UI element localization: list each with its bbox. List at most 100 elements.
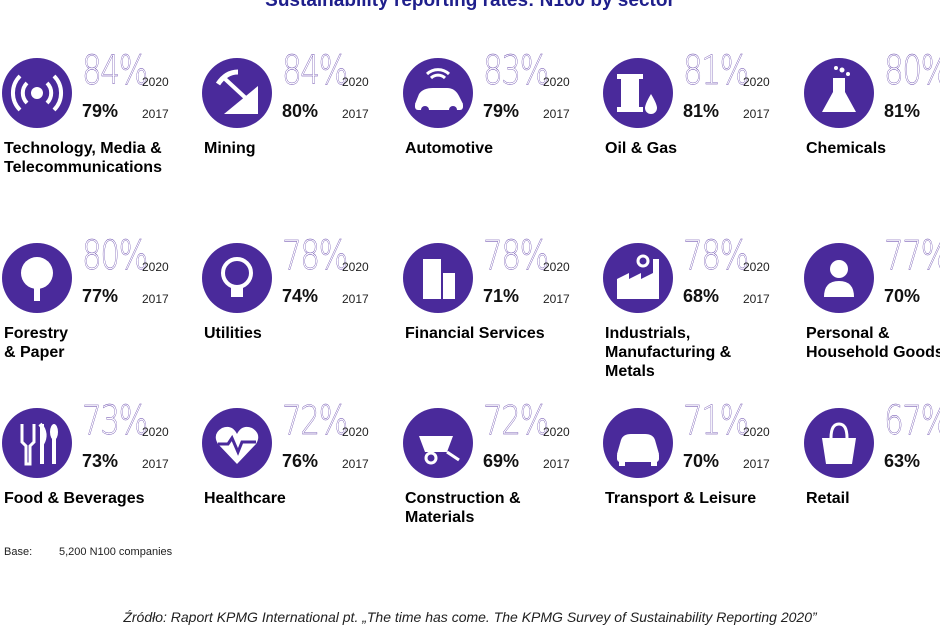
pct-2017: 79% — [82, 101, 119, 121]
pct-2020: 78% — [483, 233, 550, 279]
sector-tile: 73% 2020 73% 2017 Food & Beverages — [2, 401, 182, 558]
sector-icon-circle — [202, 408, 272, 478]
pct-2020: 77% — [884, 233, 940, 279]
pct-2020: 80% — [82, 233, 149, 279]
pct-2020: 81% — [683, 48, 750, 94]
sector-label: Utilities — [204, 325, 262, 342]
year-2017-label: 2017 — [142, 107, 169, 121]
sector-icon-circle — [804, 58, 874, 128]
sector-label: Industrials, Manufacturing & Metals — [605, 325, 732, 380]
sector-label: Technology, Media & Telecommunications — [4, 140, 162, 176]
pct-2017: 81% — [683, 101, 720, 121]
year-2020-label: 2020 — [142, 425, 169, 439]
year-2020-label: 2020 — [342, 75, 369, 89]
pickaxe-icon — [215, 69, 258, 114]
sector-label: Oil & Gas — [605, 140, 678, 157]
sector-label: Chemicals — [806, 140, 887, 157]
sector-tile: 77% 2020 70% 2017 Personal & Household G… — [804, 236, 940, 393]
pct-2017: 71% — [483, 286, 520, 306]
pct-2017: 76% — [282, 451, 319, 471]
factory-icon — [617, 254, 659, 299]
sector-tile: 83% 2020 79% 2017 Automotive — [403, 51, 583, 208]
sector-tile: 81% 2020 81% 2017 Oil & Gas — [603, 51, 783, 208]
pct-2017: 73% — [82, 451, 119, 471]
cutlery-icon — [20, 422, 58, 466]
sector-icon-circle — [804, 408, 874, 478]
pct-2017: 74% — [282, 286, 319, 306]
year-2017-label: 2017 — [342, 292, 369, 306]
shopping-bag-icon — [822, 422, 856, 464]
year-2020-label: 2020 — [543, 260, 570, 274]
year-2017-label: 2017 — [543, 107, 570, 121]
pct-2017: 70% — [683, 451, 720, 471]
tree-icon — [21, 257, 53, 301]
pct-2017: 68% — [683, 286, 720, 306]
lightbulb-icon — [221, 257, 253, 297]
wheelbarrow-icon — [419, 436, 460, 465]
pct-2020: 78% — [282, 233, 349, 279]
year-2020-label: 2020 — [743, 260, 770, 274]
year-2020-label: 2020 — [743, 75, 770, 89]
year-2020-label: 2020 — [342, 260, 369, 274]
year-2020-label: 2020 — [543, 425, 570, 439]
pct-2020: 80% — [884, 48, 940, 94]
pct-2020: 83% — [483, 48, 550, 94]
sector-label: Food & Beverages — [4, 490, 145, 507]
pct-2017: 63% — [884, 451, 921, 471]
pct-2017: 79% — [483, 101, 520, 121]
sector-label: Personal & Household Goods — [806, 325, 940, 361]
year-2020-label: 2020 — [743, 425, 770, 439]
sector-label: Forestry & Paper — [4, 325, 69, 361]
year-2017-label: 2017 — [142, 292, 169, 306]
sector-icon-circle — [603, 243, 673, 313]
pct-2020: 78% — [683, 233, 750, 279]
year-2017-label: 2017 — [342, 107, 369, 121]
flask-icon — [822, 66, 856, 112]
sector-icon-circle — [2, 408, 72, 478]
sector-tile: 84% 2020 80% 2017 Mining — [202, 51, 382, 208]
pct-2020: 71% — [683, 398, 750, 444]
car-icon — [617, 434, 659, 466]
pct-2017: 81% — [884, 101, 921, 121]
year-2017-label: 2017 — [743, 107, 770, 121]
pct-2017: 70% — [884, 286, 921, 306]
pct-2017: 80% — [282, 101, 319, 121]
pct-2020: 73% — [82, 398, 149, 444]
sector-icon-circle — [403, 408, 473, 478]
sector-icon-circle — [202, 58, 272, 128]
sector-label: Retail — [806, 490, 850, 507]
base-text: 5,200 N100 companies — [59, 546, 173, 558]
sector-tile: 72% 2020 69% 2017 Construction & Materia… — [403, 401, 583, 558]
pct-2020: 84% — [82, 48, 149, 94]
radio-waves-icon — [10, 74, 64, 112]
sector-label: Transport & Leisure — [605, 490, 757, 507]
year-2017-label: 2017 — [142, 457, 169, 471]
year-2017-label: 2017 — [543, 457, 570, 471]
sector-tile: 78% 2020 71% 2017 Financial Services — [403, 236, 583, 393]
sector-label: Healthcare — [204, 490, 286, 507]
sector-icon-circle — [804, 243, 874, 313]
pct-2020: 67% — [884, 398, 940, 444]
sector-label: Automotive — [405, 140, 493, 157]
sector-icon-circle — [603, 58, 673, 128]
pct-2020: 84% — [282, 48, 349, 94]
year-2020-label: 2020 — [142, 260, 169, 274]
sector-tile: 78% 2020 68% 2017 Industrials, Manufactu… — [603, 236, 783, 393]
year-2020-label: 2020 — [142, 75, 169, 89]
oil-barrel-icon — [617, 74, 657, 114]
sector-icon-circle — [603, 408, 673, 478]
source-note: Źródło: Raport KPMG International pt. „T… — [123, 609, 817, 625]
sector-tile: 84% 2020 79% 2017 Technology, Media & Te… — [2, 51, 182, 208]
buildings-icon — [423, 259, 455, 299]
sector-tile: 80% 2020 81% 2017 Chemicals — [804, 51, 940, 208]
year-2017-label: 2017 — [743, 292, 770, 306]
year-2020-label: 2020 — [342, 425, 369, 439]
sector-tile: 71% 2020 70% 2017 Transport & Leisure — [603, 401, 783, 558]
year-2017-label: 2017 — [743, 457, 770, 471]
sector-tile: 67% 2020 63% 2017 Retail — [804, 401, 940, 558]
sector-label: Financial Services — [405, 325, 545, 342]
person-icon — [824, 260, 854, 297]
sector-icon-circle — [202, 243, 272, 313]
pct-2020: 72% — [282, 398, 349, 444]
pct-2017: 69% — [483, 451, 520, 471]
